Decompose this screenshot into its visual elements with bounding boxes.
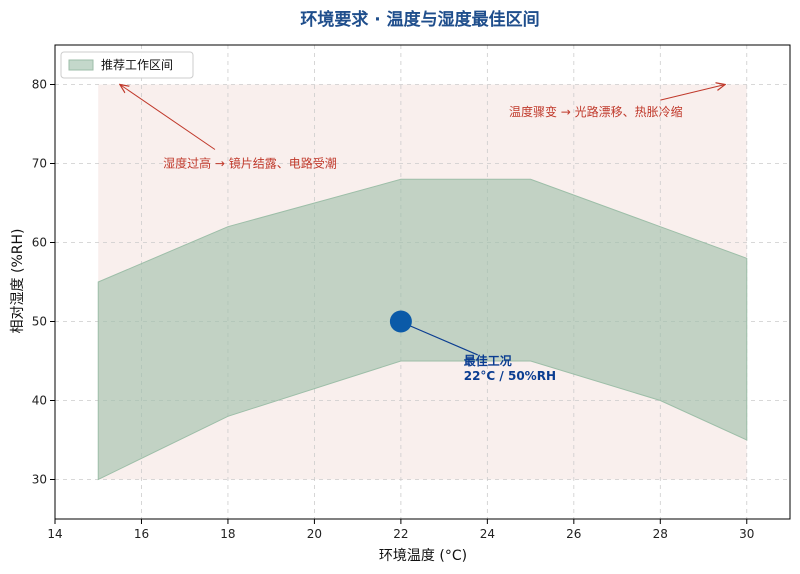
- y-tick-label: 80: [32, 78, 47, 92]
- optimal-point: [389, 310, 412, 333]
- x-tick-label: 30: [739, 527, 754, 541]
- plot-area: 14 16 18 20 22 24 26 28 30 30 40 50 60 70 80 湿度过高 → 镜片结…: [32, 44, 791, 541]
- y-tick-label: 50: [32, 315, 47, 329]
- annotation-arrow: [660, 85, 725, 101]
- x-tick-label: 20: [307, 527, 322, 541]
- legend-swatch: [68, 59, 94, 71]
- y-tick-label: 40: [32, 394, 47, 408]
- plot-frame: [54, 44, 791, 520]
- optimal-label-title: 最佳工况: [464, 353, 512, 368]
- recommended-band: [97, 178, 748, 481]
- legend-box: [60, 51, 194, 79]
- legend: 推荐工作区间: [60, 51, 194, 79]
- annotation-text: 湿度过高 → 镜片结露、电路受潮: [163, 156, 337, 171]
- annotation-text: 温度骤变 → 光路漂移、热胀冷缩: [509, 104, 683, 119]
- x-tick-label: 22: [393, 527, 408, 541]
- x-tick-label: 26: [566, 527, 581, 541]
- y-tick-label: 60: [32, 236, 47, 250]
- y-tick-label: 30: [32, 473, 47, 487]
- x-tick-label: 28: [653, 527, 668, 541]
- y-tick-label: 70: [32, 157, 47, 171]
- x-tick-label: 24: [480, 527, 495, 541]
- legend-entry: 推荐工作区间: [101, 58, 173, 72]
- x-axis-label: 环境温度 (°C): [379, 548, 467, 564]
- x-tick-label: 16: [134, 527, 149, 541]
- y-axis-label: 相对湿度 (%RH): [10, 229, 26, 334]
- optimal-label-value: 22°C / 50%RH: [464, 369, 556, 383]
- annotation-arrow: [120, 85, 216, 150]
- x-tick-label: 14: [47, 527, 62, 541]
- optimal-pointer-line: [406, 323, 478, 356]
- x-tick-label: 18: [220, 527, 235, 541]
- chart-title: 环境要求 · 温度与湿度最佳区间: [300, 9, 539, 30]
